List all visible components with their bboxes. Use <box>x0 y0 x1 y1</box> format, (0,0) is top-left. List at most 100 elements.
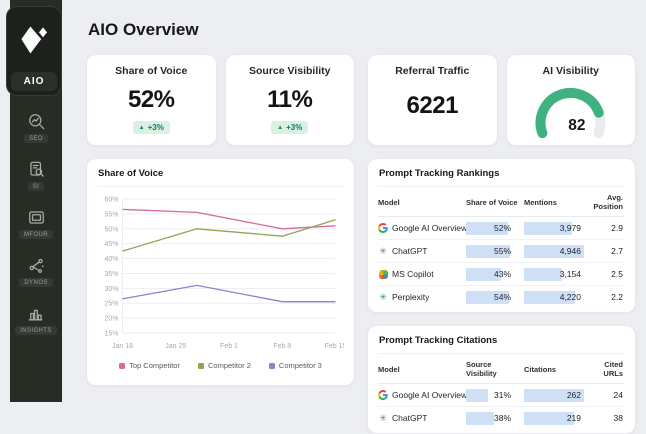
delta-badge: ▲ +3% <box>132 121 170 134</box>
model-name: ChatGPT <box>392 246 428 256</box>
bar-cell: 3,979 <box>524 221 584 235</box>
column-header: Avg. Position <box>593 193 623 211</box>
stat-title: Source Visibility <box>248 65 331 77</box>
bar-cell: 219 <box>524 411 584 425</box>
bar-cell: 4,220 <box>524 290 584 304</box>
value-cell: 2.7 <box>611 246 623 256</box>
model-name: ChatGPT <box>392 413 428 423</box>
trend-up-icon: ▲ <box>138 124 145 131</box>
google-icon <box>378 223 388 233</box>
chart-title: Share of Voice <box>97 168 344 187</box>
chart-legend: Top Competitor Competitor 2 Competitor 3 <box>97 361 344 370</box>
legend-label: Competitor 3 <box>278 361 322 370</box>
svg-text:40%: 40% <box>104 256 118 263</box>
table-row: Google AI Overview 31% 262 24 <box>378 384 625 407</box>
delta-value: +3% <box>147 122 164 132</box>
legend-swatch <box>197 362 204 369</box>
bar-chart-icon <box>26 304 45 323</box>
bar-fill <box>524 267 563 281</box>
bar-cell: 55% <box>466 244 514 258</box>
bar-value: 55% <box>493 246 511 256</box>
google-icon <box>378 390 388 400</box>
sidebar-item-label: Insights <box>15 326 57 335</box>
stat-card-share-of-voice: Share of Voice 52% ▲ +3% <box>86 54 217 146</box>
model-cell: ✳ Perplexity <box>378 292 466 302</box>
bar-fill <box>466 290 510 304</box>
prompt-tracking-rankings-card: Prompt Tracking Rankings Model Share of V… <box>367 158 636 313</box>
svg-text:Feb 8: Feb 8 <box>273 343 291 350</box>
stat-title: Referral Traffic <box>395 65 470 77</box>
sidebar-item-mfour[interactable]: MFour <box>19 208 53 239</box>
table-row: Google AI Overview 52% 3,979 2.9 <box>378 217 625 240</box>
svg-text:35%: 35% <box>104 271 118 278</box>
copilot-icon <box>378 269 388 279</box>
svg-text:15%: 15% <box>104 331 118 338</box>
table-row: ✳ Perplexity 54% 4,220 2.2 <box>378 286 625 308</box>
bar-cell: 262 <box>524 388 584 402</box>
sidebar-item-seo[interactable]: SEO <box>24 112 48 143</box>
stat-card-source-visibility: Source Visibility 11% ▲ +3% <box>224 54 355 146</box>
svg-text:55%: 55% <box>104 211 118 218</box>
bar-cell: 3,154 <box>524 267 584 281</box>
bar-value: 38% <box>493 413 511 423</box>
legend-item: Competitor 2 <box>197 361 251 370</box>
document-search-icon <box>27 160 46 179</box>
svg-text:30%: 30% <box>104 286 118 293</box>
svg-text:20%: 20% <box>104 316 118 323</box>
stat-value: 11% <box>267 86 313 113</box>
sidebar-item-insights[interactable]: Insights <box>15 304 57 335</box>
bar-value: 3,154 <box>559 269 581 279</box>
prompt-tracking-citations-card: Prompt Tracking Citations Model Source Vi… <box>367 325 636 434</box>
bar-value: 54% <box>493 292 511 302</box>
svg-text:60%: 60% <box>104 197 118 204</box>
app-logo-label: AIO <box>11 72 57 91</box>
sidebar-item-dynos[interactable]: Dynos <box>19 256 53 287</box>
sidebar-item-label: MFour <box>19 230 53 239</box>
svg-text:82: 82 <box>569 117 586 134</box>
legend-label: Top Competitor <box>129 361 180 370</box>
image-frame-icon <box>27 208 46 227</box>
sidebar-item-label: Dynos <box>19 278 53 287</box>
model-cell: ✳ ChatGPT <box>378 246 466 256</box>
table-row: ✳ ChatGPT 38% 219 38 <box>378 407 625 429</box>
sidebar-item-label: SEO <box>24 134 48 143</box>
svg-text:Feb 1: Feb 1 <box>220 343 238 350</box>
perplexity-icon: ✳ <box>379 291 387 302</box>
diamond-logo-icon <box>7 7 61 72</box>
trend-up-icon: ▲ <box>277 124 284 131</box>
bar-fill <box>466 221 508 235</box>
model-cell: Google AI Overview <box>378 223 466 233</box>
svg-text:25%: 25% <box>104 301 118 308</box>
column-header: Model <box>378 364 400 374</box>
table-header-row: Model Share of Voice Mentions Avg. Position <box>378 187 625 217</box>
legend-item: Top Competitor <box>119 361 180 370</box>
sidebar-nav: SEO SI MFour Dynos <box>10 112 62 335</box>
sidebar-item-label: SI <box>27 182 45 191</box>
chatgpt-icon: ✳ <box>379 412 387 423</box>
svg-text:Feb 15: Feb 15 <box>325 343 344 350</box>
table-row: ✳ ChatGPT 55% 4,946 2.7 <box>378 240 625 263</box>
legend-swatch <box>119 362 126 369</box>
stat-value: 52% <box>127 86 175 113</box>
ai-visibility-gauge: 82 <box>516 81 625 146</box>
model-name: Google AI Overview <box>392 390 466 400</box>
svg-text:50%: 50% <box>104 226 118 233</box>
bar-cell: 43% <box>466 267 514 281</box>
model-name: Perplexity <box>392 292 430 302</box>
bar-cell: 38% <box>466 411 514 425</box>
bar-value: 52% <box>493 223 511 233</box>
bar-cell: 54% <box>466 290 514 304</box>
value-cell: 38 <box>613 413 623 423</box>
stat-card-referral-traffic: Referral Traffic 6221 <box>367 54 498 146</box>
column-header: Share of Voice <box>466 197 518 207</box>
app-logo-card[interactable]: AIO <box>6 6 62 96</box>
bar-fill <box>524 290 575 304</box>
value-cell: 24 <box>613 390 623 400</box>
model-cell: ✳ ChatGPT <box>378 413 466 423</box>
bar-fill <box>524 244 584 258</box>
svg-text:Jan 18: Jan 18 <box>112 343 133 350</box>
table-title: Prompt Tracking Citations <box>378 335 625 354</box>
bar-value: 262 <box>566 390 581 400</box>
main-content: AIO Overview Share of Voice 52% ▲ +3% So… <box>74 0 646 434</box>
sidebar-item-si[interactable]: SI <box>27 160 46 191</box>
